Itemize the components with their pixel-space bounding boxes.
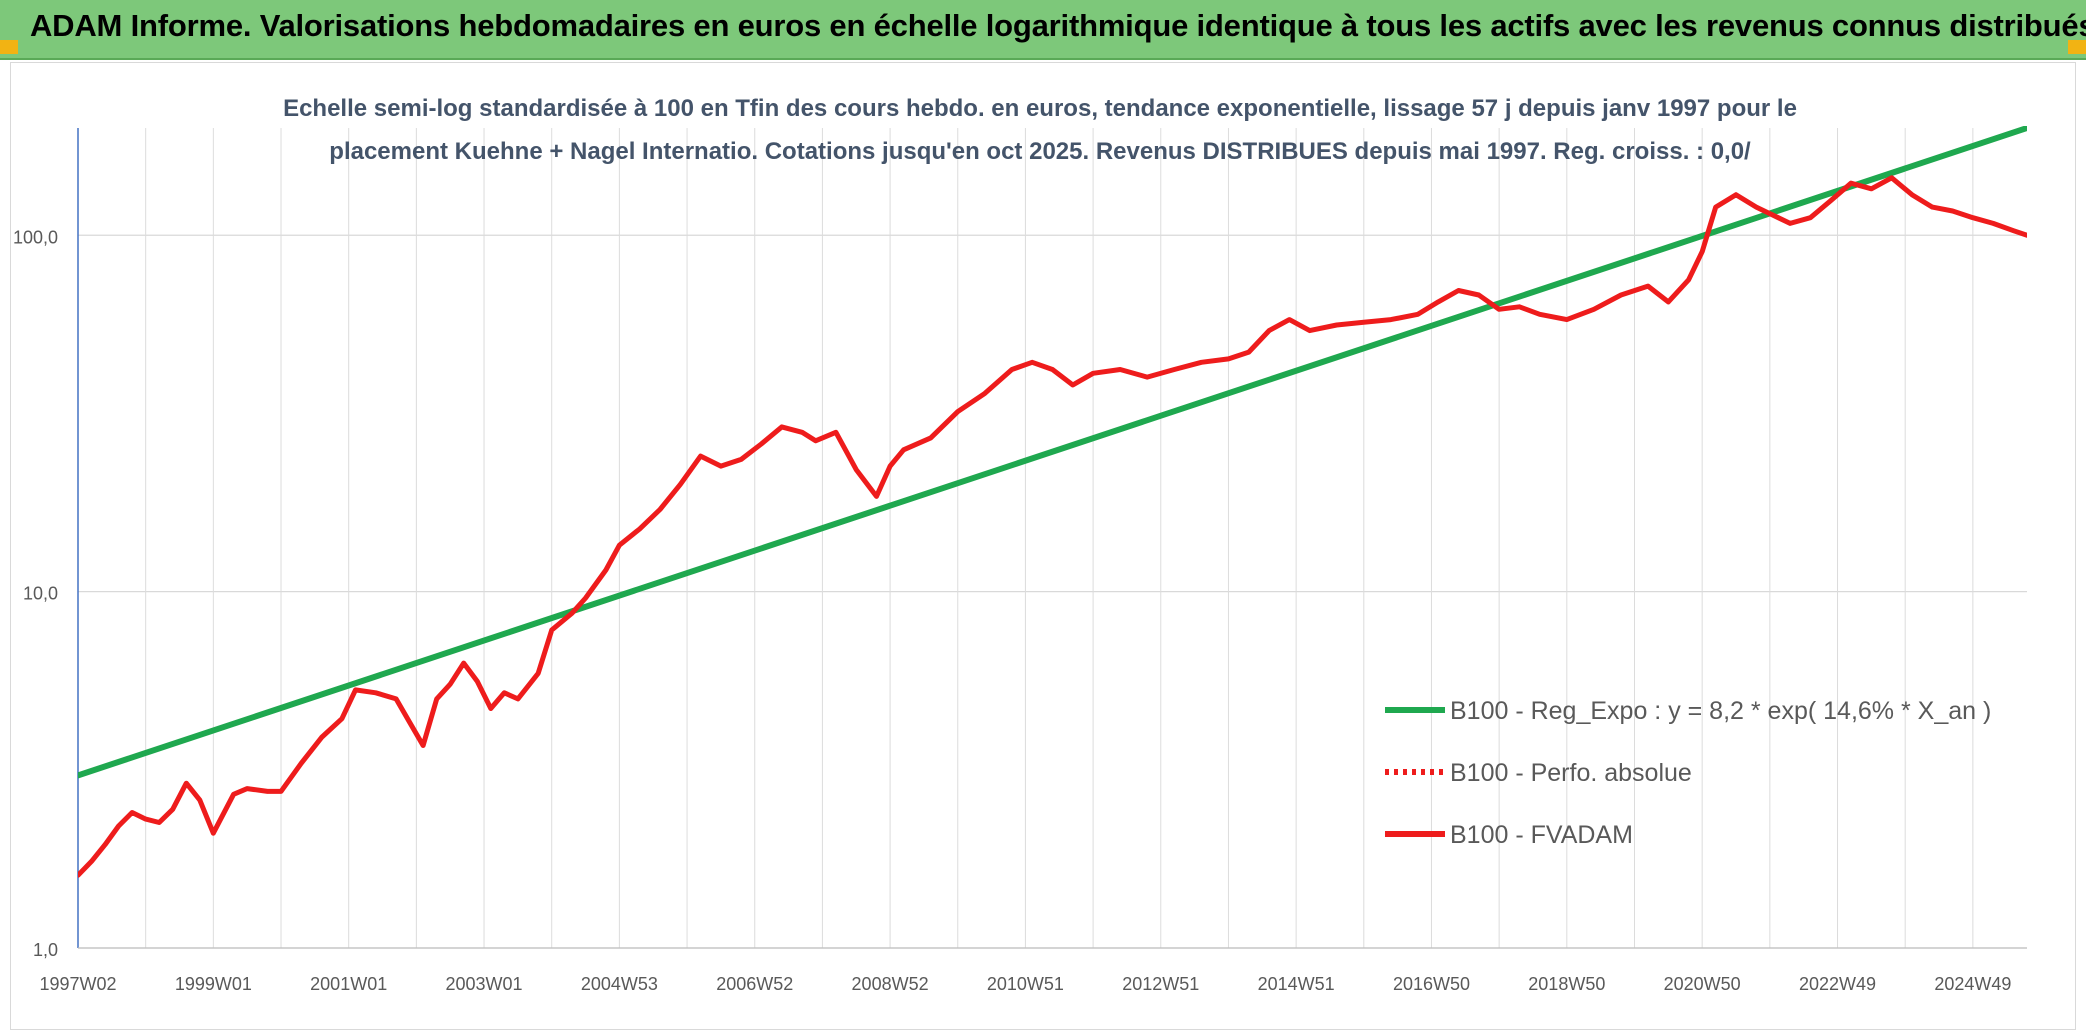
x-tick-label: 2018W50	[1528, 974, 1605, 994]
x-tick-label: 2022W49	[1799, 974, 1876, 994]
legend-label-2: B100 - FVADAM	[1450, 821, 1633, 849]
series-line-2	[78, 175, 2027, 878]
corner-marker-left	[0, 40, 18, 54]
y-tick-label: 100,0	[13, 227, 58, 247]
x-tick-label: 2016W50	[1393, 974, 1470, 994]
chart-title-line1: Echelle semi-log standardisée à 100 en T…	[283, 95, 1797, 122]
x-tick-label: 2024W49	[1934, 974, 2011, 994]
x-axis: 1997W02 1999W01 2001W01 2003W01 2004W53 2006W…	[39, 947, 2027, 994]
corner-marker-right	[2068, 40, 2086, 54]
banner-title: ADAM Informe. Valorisations hebdomadaire…	[30, 8, 2086, 43]
series-line-0	[78, 126, 2027, 779]
x-tick-label: 2008W52	[852, 974, 929, 994]
grid-lines	[78, 128, 2027, 949]
x-tick-label: 1997W02	[39, 974, 116, 994]
y-tick-label: 1,0	[33, 940, 58, 960]
legend-label-0: B100 - Reg_Expo : y = 8,2 * exp( 14,6% *…	[1450, 697, 1991, 725]
x-tick-label: 2010W51	[987, 974, 1064, 994]
x-tick-label: 1999W01	[175, 974, 252, 994]
legend: B100 - Reg_Expo : y = 8,2 * exp( 14,6% *…	[1385, 697, 1991, 849]
x-tick-label: 2003W01	[446, 974, 523, 994]
x-tick-label: 2014W51	[1258, 974, 1335, 994]
x-tick-label: 2004W53	[581, 974, 658, 994]
x-tick-label: 2001W01	[310, 974, 387, 994]
chart-title-line2: placement Kuehne + Nagel Internatio. Cot…	[329, 138, 1751, 165]
series-layer	[78, 126, 2027, 878]
header-banner: ADAM Informe. Valorisations hebdomadaire…	[0, 0, 2086, 60]
x-tick-label: 2006W52	[716, 974, 793, 994]
legend-label-1: B100 - Perfo. absolue	[1450, 759, 1692, 787]
x-tick-label: 2012W51	[1122, 974, 1199, 994]
y-axis: 1,0 10,0 100,0	[13, 128, 79, 960]
y-tick-label: 10,0	[23, 584, 58, 604]
x-tick-label: 2020W50	[1664, 974, 1741, 994]
